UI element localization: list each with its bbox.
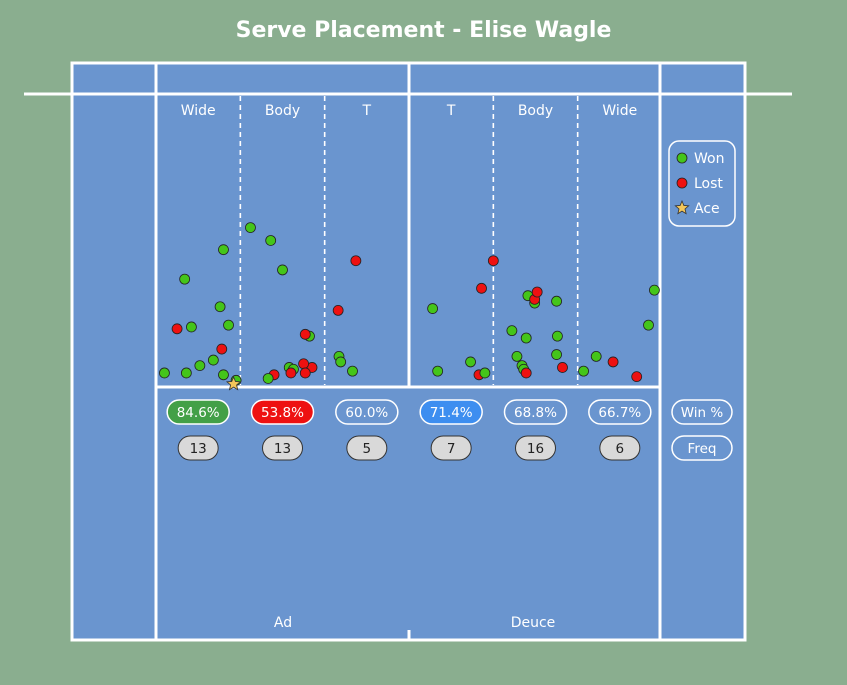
deuce-side-label: Deuce xyxy=(511,615,556,631)
freq-pill xyxy=(515,435,556,461)
won-point xyxy=(347,365,358,377)
zone-label: Body xyxy=(518,103,553,119)
lost-point xyxy=(520,367,532,379)
won-point xyxy=(218,244,229,256)
lost-point xyxy=(171,323,183,335)
freq-value: 7 xyxy=(447,441,456,457)
legend-lost-label: Lost xyxy=(694,176,723,192)
win-pct-pill xyxy=(588,399,652,425)
win-pct-pill xyxy=(250,399,315,425)
won-point xyxy=(590,350,602,362)
won-point xyxy=(262,373,274,384)
win-pct-value: 66.7% xyxy=(598,405,641,421)
legend-ace-label: Ace xyxy=(694,201,720,217)
won-point xyxy=(511,350,523,362)
win-pct-value: 60.0% xyxy=(345,405,388,421)
freq-value: 16 xyxy=(527,441,544,457)
legend-won-marker xyxy=(676,152,688,164)
ad-side-label: Ad xyxy=(274,615,292,631)
win-pct-value: 53.8% xyxy=(261,405,304,421)
win-pct-row-pill xyxy=(671,399,733,425)
freq-value: 5 xyxy=(363,441,372,457)
legend: Won Lost Ace xyxy=(668,140,736,227)
won-point xyxy=(551,349,562,360)
win-pct-pill xyxy=(166,399,230,425)
lost-point xyxy=(476,282,487,294)
won-point xyxy=(207,354,219,366)
lost-point xyxy=(350,255,362,267)
zone-label: T xyxy=(362,103,372,119)
zone-label: T xyxy=(446,103,456,119)
zone-label: Wide xyxy=(602,103,637,119)
won-point xyxy=(180,367,192,379)
won-point xyxy=(218,369,229,381)
legend-ace-marker xyxy=(674,199,690,215)
lost-point xyxy=(332,304,344,316)
freq-value: 13 xyxy=(274,441,291,457)
legend-won-label: Won xyxy=(694,151,724,167)
won-point xyxy=(179,273,191,285)
lost-point xyxy=(607,356,619,368)
freq-pill xyxy=(430,435,472,461)
won-point xyxy=(520,332,532,344)
lost-point xyxy=(285,367,297,379)
won-point xyxy=(245,222,256,234)
won-point xyxy=(432,365,444,377)
won-point xyxy=(551,295,562,307)
won-point xyxy=(465,356,476,368)
won-point xyxy=(552,330,563,342)
legend-lost-marker xyxy=(676,177,688,189)
won-point xyxy=(186,321,197,333)
won-point xyxy=(265,235,277,246)
lost-point xyxy=(298,358,309,370)
freq-pill xyxy=(599,435,641,461)
lost-point xyxy=(299,328,311,340)
win-pct-value: 71.4% xyxy=(430,405,473,421)
won-point xyxy=(427,303,439,314)
freq-row-label: Freq xyxy=(688,441,717,457)
freq-row-pill xyxy=(671,435,733,461)
won-point xyxy=(479,367,491,379)
lost-point xyxy=(631,371,643,383)
ace-point xyxy=(225,375,242,391)
serve-points xyxy=(159,222,660,391)
won-point xyxy=(277,264,288,276)
won-point xyxy=(214,301,226,313)
lost-point xyxy=(531,286,543,298)
freq-pill xyxy=(346,435,388,461)
won-point xyxy=(578,365,589,377)
win-pct-pill xyxy=(335,399,399,425)
won-point xyxy=(643,319,654,331)
freq-pill xyxy=(177,435,219,461)
legend-box xyxy=(668,140,736,227)
won-point xyxy=(194,360,206,372)
zone-labels: Wide Body T T Body Wide xyxy=(181,103,638,119)
win-pct-pill xyxy=(503,399,568,425)
won-point xyxy=(506,325,518,337)
won-point xyxy=(159,367,170,379)
win-pct-value: 84.6% xyxy=(177,405,220,421)
chart-title: Serve Placement - Elise Wagle xyxy=(235,18,612,43)
won-point xyxy=(223,319,234,331)
zone-stats: 84.6% 13 53.8% 13 60.0% 5 71.4% 7 68.8% 16 66.7% 6 W… xyxy=(166,399,733,461)
freq-pill xyxy=(262,435,303,461)
win-pct-pill xyxy=(419,399,483,425)
won-point xyxy=(335,356,347,368)
freq-value: 13 xyxy=(190,441,207,457)
zone-label: Wide xyxy=(181,103,216,119)
lost-point xyxy=(557,362,568,373)
lost-point xyxy=(299,367,311,379)
lost-point xyxy=(216,343,228,355)
lost-point xyxy=(487,255,499,267)
win-pct-value: 68.8% xyxy=(514,405,557,421)
freq-value: 6 xyxy=(616,441,625,457)
won-point xyxy=(649,284,660,296)
win-pct-row-label: Win % xyxy=(681,405,724,421)
court-lines xyxy=(24,61,792,642)
zone-label: Body xyxy=(265,103,300,119)
